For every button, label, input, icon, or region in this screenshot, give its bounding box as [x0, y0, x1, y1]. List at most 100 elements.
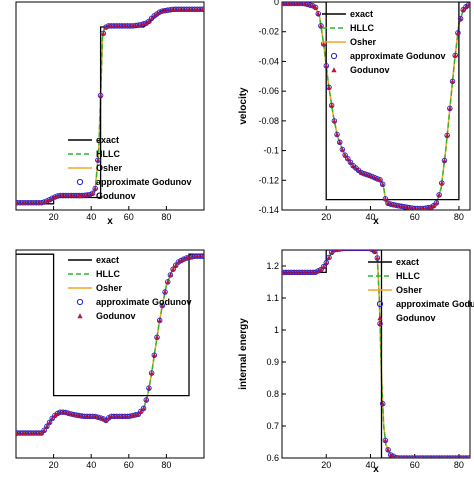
y-tick-label: 0 — [274, 0, 279, 7]
godunov-point — [377, 177, 383, 182]
godunov-point — [385, 200, 391, 206]
y-axis-label: velocity — [238, 87, 249, 125]
legend-swatch-godunov — [377, 315, 383, 321]
plot-frame — [281, 1, 471, 211]
godunov-point — [168, 272, 173, 277]
godunov-point — [71, 412, 76, 417]
godunov-point — [345, 156, 350, 161]
godunov-point — [50, 415, 55, 421]
x-axis-label: x — [373, 216, 379, 227]
godunov-point — [334, 132, 340, 137]
legend-label-approximate_godunov: approximate Godunov — [350, 51, 446, 61]
godunov-point — [321, 264, 326, 269]
legend-label-osher: Osher — [396, 285, 423, 295]
y-tick-label: 0.6 — [266, 453, 279, 463]
series-osher-line — [282, 250, 470, 458]
legend-label-osher: Osher — [96, 163, 123, 173]
godunov-point — [95, 157, 101, 163]
godunov-point — [200, 253, 204, 259]
godunov-point — [74, 412, 79, 417]
y-tick-label: 1 — [274, 325, 279, 335]
legend-swatch-approximate_godunov — [330, 52, 338, 60]
godunov-point — [95, 414, 101, 420]
godunov-point — [68, 411, 74, 416]
legend-label-hllc: HLLC — [96, 149, 120, 159]
approximate-godunov-point — [371, 250, 378, 255]
approximate-godunov-point — [356, 250, 361, 252]
legend-label-exact: exact — [96, 255, 119, 265]
godunov-point — [396, 203, 402, 208]
godunov-point — [442, 158, 447, 163]
x-tick-label: 80 — [454, 212, 464, 222]
godunov-point — [136, 411, 141, 417]
x-tick-label: 20 — [321, 212, 331, 222]
godunov-point — [318, 267, 324, 272]
legend-label-hllc: HLLC — [350, 23, 374, 33]
godunov-point — [340, 147, 345, 152]
godunov-point — [436, 192, 442, 197]
approximate-godunov-point — [345, 250, 351, 252]
godunov-point — [467, 455, 470, 458]
godunov-point — [310, 3, 316, 8]
godunov-point — [321, 41, 326, 46]
godunov-point — [146, 385, 152, 390]
godunov-point — [428, 204, 434, 210]
legend-swatch-approximate_godunov — [76, 178, 84, 186]
y-tick-label: -0.04 — [258, 56, 279, 66]
series-osher-line — [16, 8, 204, 204]
series-exact-line — [16, 9, 204, 205]
godunov-point — [375, 176, 380, 181]
godunov-point — [42, 427, 47, 433]
godunov-point — [152, 352, 157, 357]
approximate-godunov-point — [367, 250, 372, 252]
godunov-point — [388, 452, 393, 457]
godunov-point — [348, 159, 353, 165]
x-tick-label: 60 — [124, 460, 134, 470]
legend-swatch-godunov — [77, 313, 83, 319]
y-tick-label: -0.08 — [258, 116, 279, 126]
series-exact-line — [282, 2, 470, 201]
godunov-point — [444, 133, 450, 138]
godunov-point — [324, 63, 329, 68]
godunov-point — [149, 15, 154, 21]
plot-area — [282, 2, 470, 210]
godunov-point — [63, 410, 68, 415]
legend-label-exact: exact — [96, 135, 119, 145]
x-tick-label: 60 — [410, 460, 420, 470]
godunov-point — [39, 430, 44, 435]
godunov-point — [383, 438, 388, 443]
godunov-point — [380, 401, 385, 406]
legend: exact HLLC Osher approximate Godunov Godunov — [68, 135, 192, 201]
x-tick-label: 20 — [49, 460, 59, 470]
y-tick-label: -0.12 — [258, 175, 279, 185]
godunov-point — [375, 255, 380, 260]
godunov-point — [329, 250, 334, 255]
godunov-point — [402, 204, 407, 209]
series-hllc-line — [282, 250, 470, 458]
godunov-point — [439, 180, 444, 185]
godunov-point — [450, 78, 455, 84]
godunov-point — [388, 201, 393, 206]
godunov-point — [152, 13, 157, 18]
plot-area — [16, 6, 204, 206]
y-tick-label: 0.9 — [266, 357, 279, 367]
approximate-godunov-point — [342, 250, 348, 252]
legend-label-godunov: Godunov — [96, 311, 136, 321]
legend-label-godunov: Godunov — [96, 191, 136, 201]
y-tick-label: -0.06 — [258, 86, 279, 96]
godunov-point — [369, 174, 375, 179]
godunov-point — [377, 321, 383, 326]
plot-frame — [15, 1, 205, 211]
x-tick-label: 40 — [86, 212, 96, 222]
legend-label-approximate_godunov: approximate Godunov — [396, 299, 474, 309]
godunov-point — [410, 205, 415, 210]
godunov-point — [144, 20, 149, 25]
panel-top-left: 20 40 60 80 x exact HLLC Osher approximate Godun… — [15, 1, 205, 227]
y-axis-label: internal energy — [238, 318, 249, 390]
godunov-point — [157, 318, 162, 323]
series-exact-line — [16, 253, 204, 397]
godunov-point — [404, 204, 410, 210]
godunov-point — [369, 250, 375, 252]
godunov-point — [359, 170, 364, 175]
godunov-point — [47, 419, 52, 425]
